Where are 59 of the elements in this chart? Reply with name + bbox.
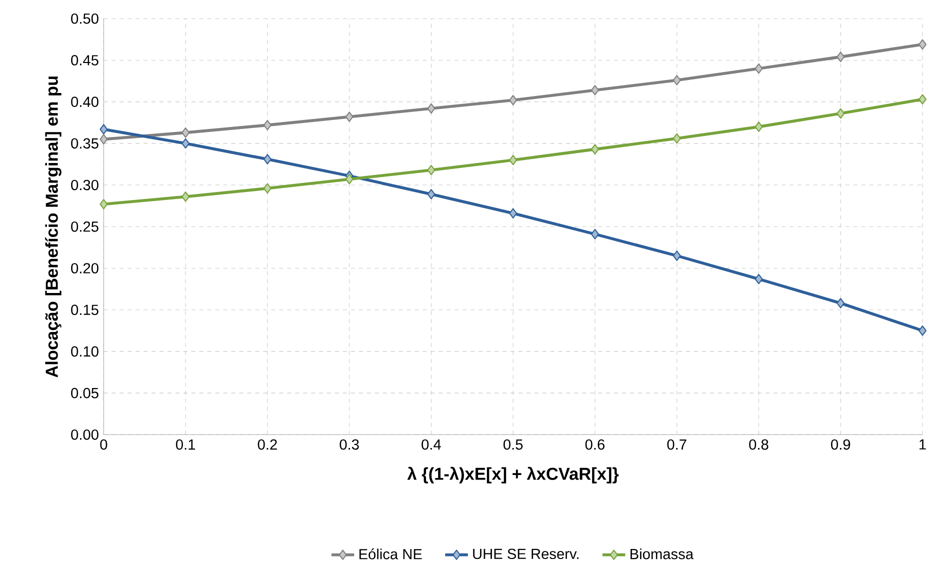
point [754, 274, 763, 284]
point [509, 208, 518, 219]
point [182, 138, 190, 149]
y-tick-label: 0.20 [71, 263, 98, 274]
y-tick-label: 0.10 [71, 346, 98, 357]
y-tick-label: 0.15 [71, 304, 98, 316]
point [918, 94, 927, 105]
point [590, 85, 600, 96]
point [100, 134, 108, 145]
point [182, 192, 190, 202]
legend-label: Biomassa [630, 548, 694, 560]
point [590, 144, 600, 155]
x-tick-label: 0.9 [831, 440, 850, 450]
x-tick-label: 1 [920, 440, 926, 450]
point [672, 250, 681, 262]
x-tick-label: 0.2 [258, 440, 277, 450]
point [100, 199, 108, 210]
x-axis-title: λ {(1-λ)xE[x] + λxCVaR[x]} [407, 467, 619, 484]
point [918, 39, 927, 50]
point [345, 112, 354, 122]
point [100, 124, 108, 135]
x-tick-label: 0.1 [176, 440, 196, 450]
legend-label: Eólica NE [359, 548, 422, 560]
y-tick-label: 0.05 [71, 388, 98, 398]
point [509, 155, 518, 166]
x-tick-label: 0.5 [504, 440, 523, 450]
y-tick-label: 0.40 [71, 96, 98, 108]
y-tick-label: 0.30 [71, 180, 98, 190]
point [836, 108, 845, 119]
x-tick-label: 0 [100, 440, 108, 450]
point [754, 122, 763, 132]
y-tick-label: 0.25 [71, 222, 98, 232]
y-tick-label: 0.35 [71, 138, 98, 149]
point [672, 133, 681, 144]
x-tick-label: 0.8 [749, 440, 768, 450]
point [836, 298, 845, 309]
point [509, 95, 518, 106]
x-tick-label: 0.4 [422, 440, 441, 450]
point [263, 183, 272, 194]
point [836, 52, 845, 62]
point [263, 154, 272, 165]
x-tick-label: 0.3 [340, 440, 359, 450]
point [263, 120, 272, 131]
point [672, 75, 681, 86]
point [754, 64, 763, 74]
y-tick-label: 0.45 [71, 55, 98, 66]
x-tick-label: 0.7 [667, 440, 686, 450]
point [427, 189, 436, 200]
point [427, 165, 436, 176]
point [345, 174, 354, 185]
legend-label: UHE SE Reserv. [473, 548, 578, 560]
y-tick-label: 0.50 [71, 14, 98, 24]
y-tick-label: 0.00 [71, 430, 98, 440]
x-tick-label: 0.6 [585, 440, 604, 450]
point [590, 229, 600, 240]
y-axis-title: Alocação [Benefício Marginal] em pu [45, 76, 62, 378]
point [182, 128, 190, 138]
point [427, 104, 436, 114]
point [918, 326, 927, 336]
